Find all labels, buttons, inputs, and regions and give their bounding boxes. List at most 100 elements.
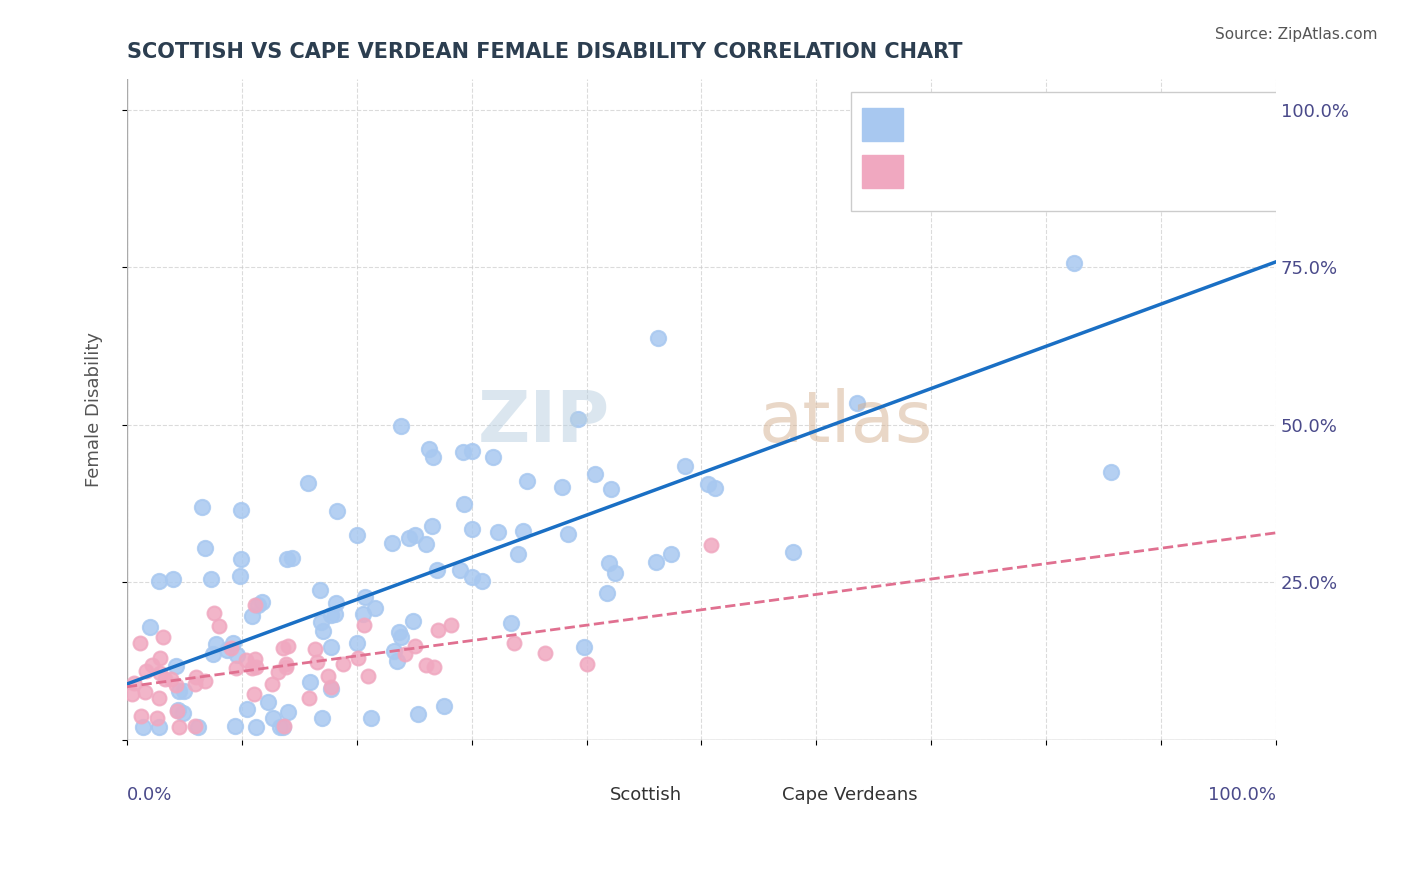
- Point: [426, 563, 449, 577]
- Point: [146, 711, 169, 725]
- Point: [415, 537, 437, 551]
- Text: 100.0%: 100.0%: [1208, 786, 1277, 804]
- Point: [501, 616, 523, 631]
- Point: [262, 711, 284, 725]
- Point: [172, 706, 194, 720]
- Point: [381, 535, 404, 549]
- Point: [201, 647, 224, 661]
- Point: [274, 657, 297, 671]
- Point: [277, 705, 299, 719]
- Point: [297, 476, 319, 491]
- Point: [184, 670, 207, 684]
- Point: [404, 528, 426, 542]
- Point: [208, 619, 231, 633]
- Point: [356, 669, 378, 683]
- Point: [382, 643, 405, 657]
- Point: [575, 657, 598, 671]
- Point: [269, 720, 291, 734]
- Point: [187, 720, 209, 734]
- Point: [346, 528, 368, 542]
- Point: [229, 569, 252, 583]
- Point: [149, 666, 172, 681]
- Point: [236, 702, 259, 716]
- Point: [240, 661, 263, 675]
- Point: [252, 595, 274, 609]
- Point: [128, 635, 150, 649]
- Point: [273, 719, 295, 733]
- Point: [141, 657, 163, 672]
- Point: [260, 677, 283, 691]
- Y-axis label: Female Disability: Female Disability: [86, 332, 103, 486]
- Point: [647, 330, 669, 344]
- Point: [149, 650, 172, 665]
- Point: [165, 659, 187, 673]
- Point: [326, 504, 349, 518]
- Point: [325, 596, 347, 610]
- Point: [148, 720, 170, 734]
- Point: [402, 614, 425, 628]
- Point: [387, 654, 409, 668]
- Point: [165, 678, 187, 692]
- Point: [245, 720, 267, 734]
- Point: [271, 640, 294, 655]
- Point: [406, 707, 429, 722]
- Point: [598, 556, 620, 570]
- Point: [486, 524, 509, 539]
- Point: [360, 711, 382, 725]
- Point: [449, 563, 471, 577]
- FancyBboxPatch shape: [862, 108, 903, 142]
- Point: [704, 481, 727, 495]
- Point: [308, 583, 330, 598]
- Point: [332, 657, 354, 671]
- Point: [423, 660, 446, 674]
- Point: [346, 635, 368, 649]
- Text: atlas: atlas: [759, 388, 934, 457]
- Point: [700, 538, 723, 552]
- Point: [453, 497, 475, 511]
- Point: [603, 566, 626, 580]
- Point: [204, 637, 226, 651]
- Point: [135, 664, 157, 678]
- Text: R = 0.450   N = 102: R = 0.450 N = 102: [920, 115, 1118, 135]
- Point: [394, 648, 416, 662]
- Point: [846, 396, 869, 410]
- Point: [506, 547, 529, 561]
- Point: [148, 690, 170, 705]
- Point: [451, 445, 474, 459]
- Point: [600, 482, 623, 496]
- Point: [516, 474, 538, 488]
- Point: [155, 673, 177, 687]
- Point: [311, 711, 333, 725]
- Point: [222, 636, 245, 650]
- Point: [461, 570, 484, 584]
- Point: [162, 572, 184, 586]
- Point: [353, 617, 375, 632]
- Point: [173, 683, 195, 698]
- Text: Cape Verdeans: Cape Verdeans: [782, 786, 918, 804]
- Point: [298, 690, 321, 705]
- Point: [696, 476, 718, 491]
- Point: [167, 684, 190, 698]
- Point: [129, 709, 152, 723]
- Point: [183, 677, 205, 691]
- Point: [139, 620, 162, 634]
- Point: [312, 624, 335, 639]
- Text: 0.0%: 0.0%: [127, 786, 173, 804]
- Point: [166, 704, 188, 718]
- Point: [389, 419, 412, 434]
- Point: [167, 720, 190, 734]
- Point: [132, 720, 155, 734]
- Point: [388, 624, 411, 639]
- Point: [418, 442, 440, 457]
- Point: [426, 623, 449, 637]
- Point: [433, 698, 456, 713]
- Point: [316, 669, 339, 683]
- Point: [1063, 256, 1085, 270]
- Point: [122, 676, 145, 690]
- Point: [1230, 116, 1253, 130]
- Point: [148, 574, 170, 589]
- Point: [309, 615, 332, 630]
- FancyBboxPatch shape: [581, 780, 606, 805]
- Text: ZIP: ZIP: [477, 388, 610, 457]
- Point: [353, 590, 375, 604]
